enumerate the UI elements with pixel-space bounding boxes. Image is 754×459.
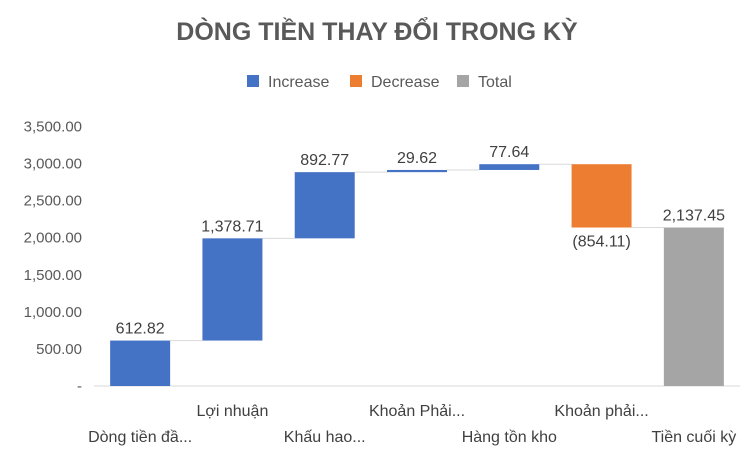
bar-1 <box>110 340 171 386</box>
legend-label-decrease: Decrease <box>371 74 440 91</box>
y-tick-label-1: 500.00 <box>36 341 82 358</box>
category-label-1: Dòng tiền đầ... <box>88 429 192 446</box>
bar-2 <box>202 238 263 341</box>
category-label-4: Khoản Phải... <box>369 403 465 420</box>
chart-title: DÒNG TIỀN THAY ĐỔI TRONG KỲ <box>176 16 578 46</box>
legend-swatch-increase <box>247 75 259 87</box>
y-tick-label-5: 2,500.00 <box>24 193 82 210</box>
legend-swatch-decrease <box>350 75 362 87</box>
category-label-7: Tiền cuối kỳ <box>651 429 736 446</box>
data-label-1: 612.82 <box>116 321 165 338</box>
y-tick-label-0: - <box>77 378 82 395</box>
data-label-7: 2,137.45 <box>663 208 725 225</box>
category-label-2: Lợi nhuận <box>196 403 268 420</box>
legend-swatch-total <box>457 75 469 87</box>
data-label-3: 892.77 <box>300 152 349 169</box>
y-tick-label-2: 1,000.00 <box>24 304 82 321</box>
y-axis: - 500.00 1,000.00 1,500.00 2,000.00 2,500.00 3… <box>24 119 82 396</box>
data-label-5: 77.64 <box>489 144 529 161</box>
connector-lines <box>170 163 664 342</box>
y-tick-label-6: 3,000.00 <box>24 156 82 173</box>
bar-4 <box>387 169 447 173</box>
bar-5 <box>479 164 540 170</box>
bar-7 <box>663 227 724 386</box>
bar-6 <box>571 164 632 228</box>
bars <box>110 164 724 386</box>
data-label-6: (854.11) <box>572 234 630 251</box>
y-tick-label-7: 3,500.00 <box>24 119 82 136</box>
y-tick-label-3: 1,500.00 <box>24 267 82 284</box>
category-label-6: Khoản phải... <box>554 403 648 420</box>
legend-label-increase: Increase <box>268 74 329 91</box>
category-label-3: Khấu hao... <box>284 429 366 446</box>
data-label-4: 29.62 <box>397 150 437 167</box>
chart-legend: Increase Decrease Total <box>247 74 512 91</box>
category-label-5: Hàng tồn kho <box>462 429 557 446</box>
data-label-2: 1,378.71 <box>201 218 263 235</box>
data-labels: 612.82 1,378.71 892.77 29.62 77.64 (854.11) 2,… <box>116 144 725 337</box>
y-tick-label-4: 2,000.00 <box>24 230 82 247</box>
bar-3 <box>294 172 355 239</box>
legend-label-total: Total <box>478 74 512 91</box>
